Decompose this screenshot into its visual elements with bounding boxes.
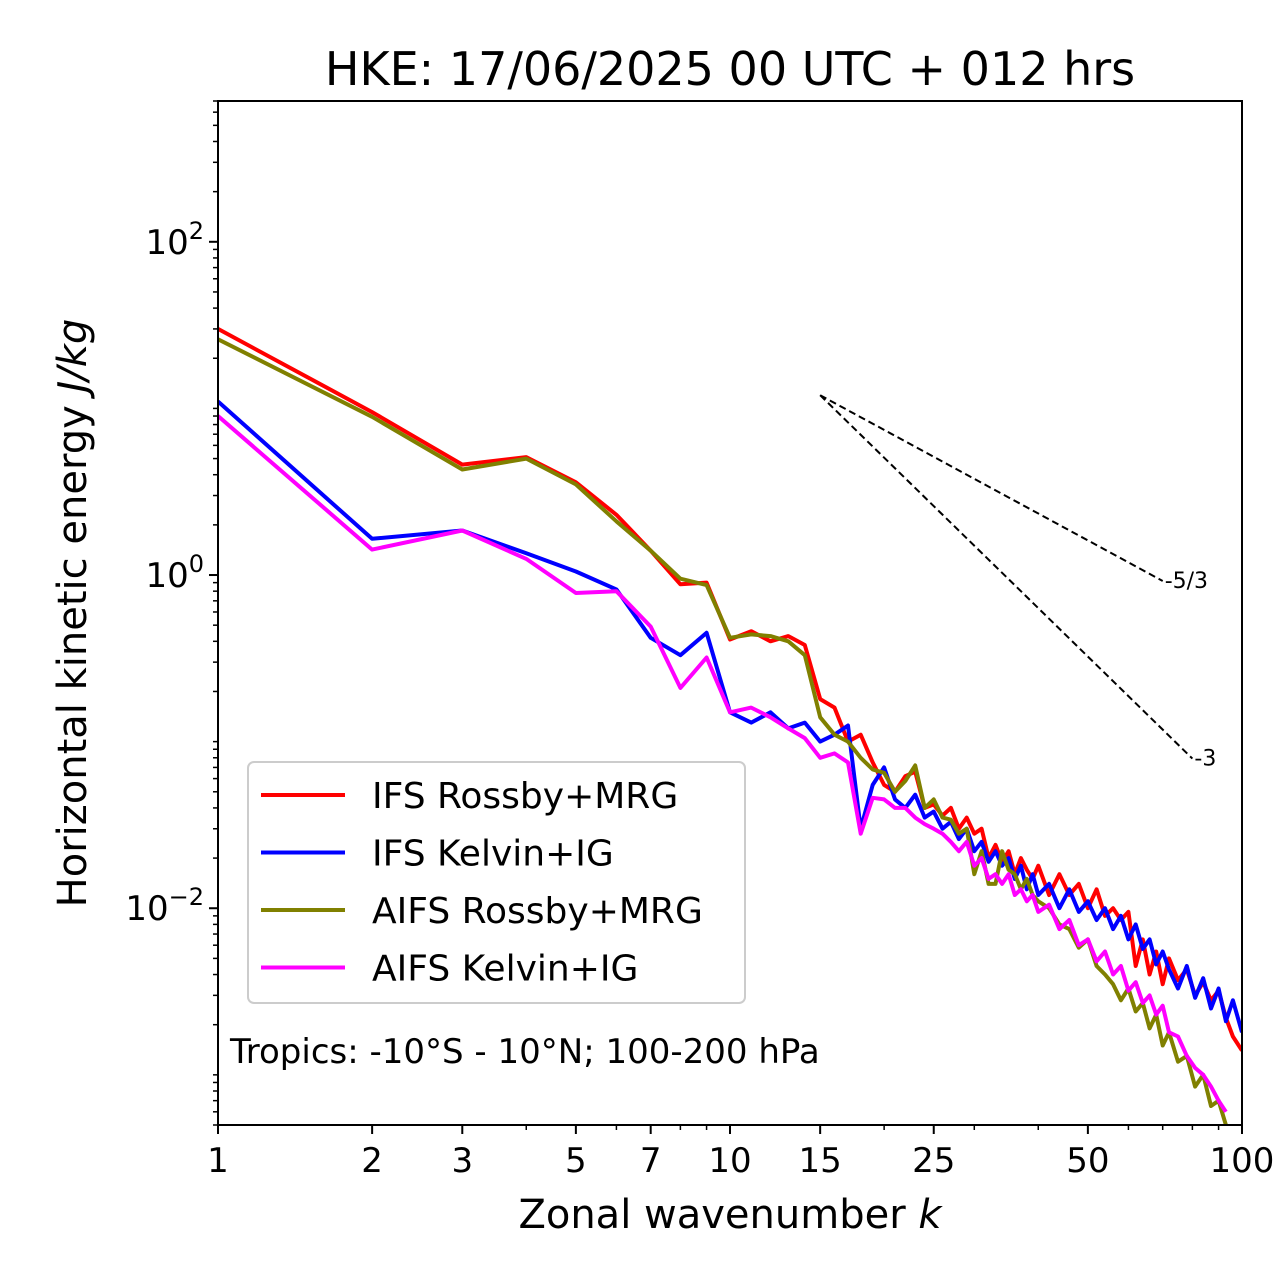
legend-label: IFS Rossby+MRG [372, 776, 678, 817]
legend-label: IFS Kelvin+IG [372, 834, 614, 875]
x-axis-ticks: 1 2 3 5 7 10 15 25 50 100 [207, 1125, 1274, 1181]
x-tick-label: 2 [361, 1141, 383, 1181]
reference-line-label: -3 [1194, 747, 1216, 772]
x-axis-label: Zonal wavenumber k [518, 1192, 943, 1238]
x-tick-label: 1 [207, 1141, 229, 1181]
x-tick-label: 15 [799, 1141, 842, 1181]
y-tick-label-base: 10 [125, 889, 168, 929]
x-tick-label: 10 [708, 1141, 751, 1181]
reference-line [819, 394, 1194, 760]
y-tick-label-base: 10 [145, 556, 188, 596]
series-line [218, 337, 1228, 1125]
series-line [218, 414, 1228, 1113]
y-tick-label-exponent: 0 [189, 550, 204, 578]
region-annotation: Tropics: -10°S - 10°N; 100-200 hPa [229, 1032, 820, 1072]
chart-title: HKE: 17/06/2025 00 UTC + 012 hrs [325, 42, 1135, 96]
y-axis-label-text: Horizontal kinetic energy [50, 405, 96, 907]
legend-label: AIFS Rossby+MRG [372, 891, 703, 932]
y-tick-label-base: 10 [145, 223, 188, 263]
x-tick-label: 3 [451, 1141, 473, 1181]
x-axis-label-text: Zonal wavenumber [518, 1192, 906, 1238]
x-tick-label: 5 [565, 1141, 587, 1181]
y-tick-label: 100 [145, 550, 204, 596]
plot-frame [217, 100, 1243, 1126]
series-lines [218, 327, 1242, 1125]
y-axis-label: Horizontal kinetic energy J/kg [50, 319, 96, 908]
x-tick-label: 100 [1210, 1141, 1275, 1181]
x-tick-label: 50 [1066, 1141, 1109, 1181]
y-tick-label-exponent: −2 [169, 883, 204, 911]
legend-box [247, 761, 746, 1004]
x-tick-label: 25 [912, 1141, 955, 1181]
y-tick-label: 102 [145, 217, 204, 263]
legend-label: AIFS Kelvin+IG [372, 949, 638, 990]
legend: IFS Rossby+MRG IFS Kelvin+IG AIFS Rossby+M… [247, 761, 746, 1004]
x-axis-label-variable: k [918, 1192, 943, 1238]
reference-slope-labels: -5/3 -3 [1165, 569, 1217, 772]
y-tick-label: 10−2 [125, 883, 204, 929]
y-tick-label-exponent: 2 [189, 217, 204, 245]
y-axis-label-units: J/kg [50, 319, 96, 400]
x-tick-label: 7 [640, 1141, 662, 1181]
reference-slope-lines [819, 394, 1194, 760]
reference-line [819, 394, 1164, 582]
reference-line-label: -5/3 [1165, 569, 1208, 594]
